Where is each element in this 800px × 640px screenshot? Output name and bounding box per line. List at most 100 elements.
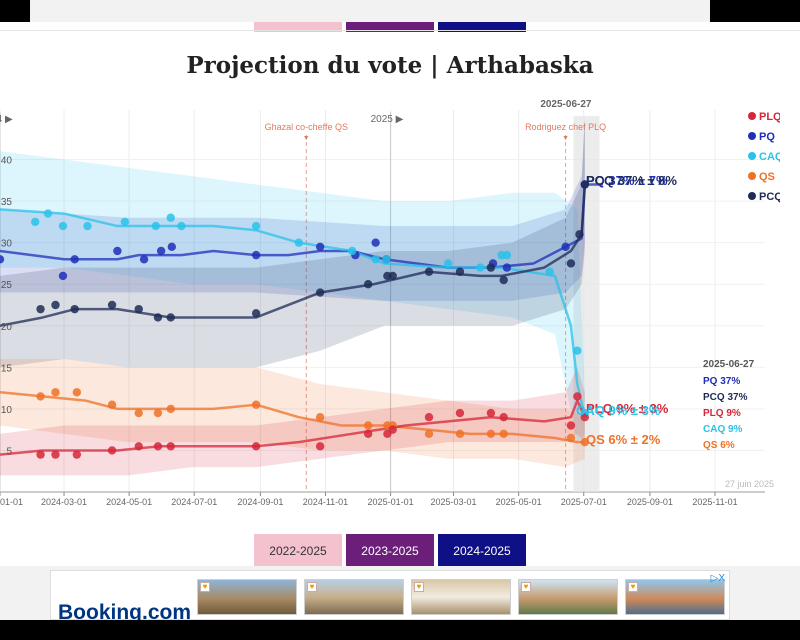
point-caq[interactable]: [347, 246, 357, 256]
point-pcq[interactable]: [388, 271, 397, 281]
point-plq[interactable]: [486, 408, 496, 418]
point-qs[interactable]: [566, 433, 576, 443]
point-pcq[interactable]: [580, 180, 590, 189]
heart-icon[interactable]: ♥: [307, 582, 317, 592]
point-qs[interactable]: [153, 408, 163, 418]
point-caq[interactable]: [120, 217, 130, 227]
point-caq[interactable]: [545, 267, 554, 276]
point-caq[interactable]: [382, 255, 391, 264]
point-caq[interactable]: [294, 238, 304, 247]
point-pcq[interactable]: [575, 230, 584, 239]
point-qs[interactable]: [424, 429, 434, 439]
point-caq[interactable]: [502, 250, 512, 260]
legend-swatch-pq[interactable]: [748, 132, 756, 140]
hotel-thumb-2[interactable]: ♥: [304, 579, 404, 615]
point-pcq[interactable]: [153, 313, 163, 322]
point-qs[interactable]: [363, 421, 373, 430]
point-pcq[interactable]: [166, 313, 175, 322]
point-plq[interactable]: [134, 442, 143, 451]
period-button-2024-2025[interactable]: 2024-2025: [438, 534, 526, 567]
point-qs[interactable]: [580, 437, 590, 447]
hotel-thumb-3[interactable]: ♥: [411, 579, 511, 615]
point-pcq[interactable]: [107, 300, 117, 310]
point-qs[interactable]: [486, 429, 496, 439]
legend-swatch-caq[interactable]: [748, 152, 756, 160]
point-qs[interactable]: [455, 429, 465, 439]
point-plq[interactable]: [388, 425, 397, 434]
top-tab-2022-2025[interactable]: [254, 22, 342, 32]
top-tab-2023-2025[interactable]: [346, 22, 434, 32]
point-pq[interactable]: [371, 238, 380, 247]
point-pq[interactable]: [58, 271, 68, 281]
point-pcq[interactable]: [134, 304, 143, 314]
point-pcq[interactable]: [315, 288, 325, 297]
point-qs[interactable]: [72, 388, 82, 397]
point-qs[interactable]: [499, 429, 508, 439]
heart-icon[interactable]: ♥: [200, 582, 210, 592]
point-pq[interactable]: [156, 246, 166, 256]
point-pq[interactable]: [561, 242, 570, 252]
point-plq[interactable]: [455, 408, 465, 418]
legend-swatch-pcq[interactable]: [748, 192, 756, 200]
point-qs[interactable]: [107, 400, 117, 409]
hotel-thumb-4[interactable]: ♥: [518, 579, 618, 615]
point-plq[interactable]: [51, 450, 60, 459]
heart-icon[interactable]: ♥: [628, 582, 638, 592]
heart-icon[interactable]: ♥: [521, 582, 531, 592]
point-plq[interactable]: [153, 442, 163, 451]
point-plq[interactable]: [72, 450, 82, 459]
point-qs[interactable]: [51, 388, 60, 397]
point-plq[interactable]: [107, 446, 117, 455]
heart-icon[interactable]: ♥: [414, 582, 424, 592]
vote-projection-chart[interactable]: 2024-01-01 2024-03-01 2024-05-01 2024-07-01…: [0, 90, 780, 510]
legend-swatch-qs[interactable]: [748, 172, 756, 180]
point-plq[interactable]: [573, 392, 582, 401]
point-pcq[interactable]: [70, 304, 79, 314]
point-qs[interactable]: [251, 400, 261, 409]
point-pq[interactable]: [251, 250, 261, 260]
point-pq[interactable]: [139, 255, 149, 264]
hotel-thumb-1[interactable]: ♥: [197, 579, 297, 615]
point-caq[interactable]: [31, 217, 40, 227]
point-plq[interactable]: [166, 442, 175, 451]
point-pcq[interactable]: [51, 300, 60, 310]
point-pcq[interactable]: [424, 267, 434, 276]
point-pcq[interactable]: [251, 309, 261, 318]
point-qs[interactable]: [315, 413, 325, 422]
point-pq[interactable]: [502, 263, 512, 272]
point-caq[interactable]: [43, 209, 53, 218]
point-pcq[interactable]: [36, 304, 45, 314]
point-caq[interactable]: [166, 213, 175, 222]
point-qs[interactable]: [166, 404, 175, 414]
point-qs[interactable]: [134, 408, 143, 418]
point-plq[interactable]: [315, 442, 325, 451]
hotel-thumb-5[interactable]: ♥: [625, 579, 725, 615]
point-caq[interactable]: [83, 221, 92, 231]
point-caq[interactable]: [476, 263, 485, 272]
point-qs[interactable]: [36, 392, 45, 401]
poll-points[interactable]: [0, 180, 590, 459]
point-pcq[interactable]: [363, 280, 373, 289]
legend-swatch-plq[interactable]: [748, 112, 756, 120]
point-caq[interactable]: [573, 346, 582, 355]
point-plq[interactable]: [580, 413, 590, 422]
point-pcq[interactable]: [499, 275, 508, 285]
period-button-2022-2025[interactable]: 2022-2025: [254, 534, 342, 567]
point-plq[interactable]: [499, 413, 508, 422]
point-caq[interactable]: [58, 221, 68, 231]
point-pq[interactable]: [70, 255, 79, 264]
point-plq[interactable]: [363, 429, 373, 439]
point-caq[interactable]: [151, 221, 161, 231]
point-pcq[interactable]: [566, 259, 576, 268]
point-plq[interactable]: [251, 442, 261, 451]
point-plq[interactable]: [566, 421, 576, 430]
point-caq[interactable]: [444, 259, 453, 268]
point-pq[interactable]: [0, 255, 5, 264]
booking-logo[interactable]: Booking.com: [58, 601, 192, 624]
point-pq[interactable]: [167, 242, 177, 252]
top-tab-2024-2025[interactable]: [438, 22, 526, 32]
point-plq[interactable]: [36, 450, 45, 459]
point-pq[interactable]: [113, 246, 122, 256]
point-plq[interactable]: [424, 413, 434, 422]
point-caq[interactable]: [177, 221, 186, 231]
